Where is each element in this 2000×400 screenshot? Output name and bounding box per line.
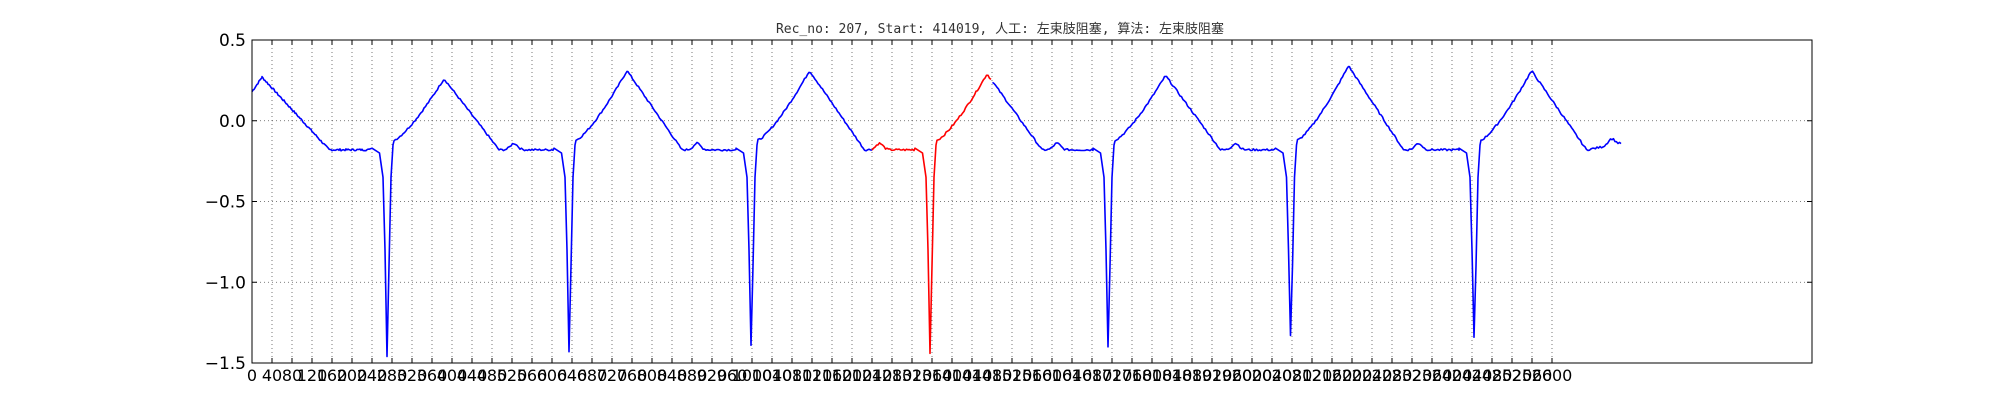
x-tick-label: 440 <box>457 366 488 385</box>
x-tick-label: 280 <box>377 366 408 385</box>
x-tick-label: 1080 <box>772 366 813 385</box>
x-tick-label: 920 <box>697 366 728 385</box>
x-tick-label: 1600 <box>1032 366 1073 385</box>
x-tick-label: 480 <box>477 366 508 385</box>
x-tick-label: 2440 <box>1452 366 1493 385</box>
x-tick-label: 1280 <box>872 366 913 385</box>
x-tick-label: 1440 <box>952 366 993 385</box>
x-tick-label: 960 <box>717 366 748 385</box>
x-tick-label: 1920 <box>1192 366 1233 385</box>
x-tick-label: 1680 <box>1072 366 1113 385</box>
x-tick-label: 1240 <box>852 366 893 385</box>
x-tick-label: 560 <box>517 366 548 385</box>
x-tick-label: 40 <box>262 366 282 385</box>
x-tick-label: 760 <box>617 366 648 385</box>
x-tick-label: 1320 <box>892 366 933 385</box>
x-tick-label: 800 <box>637 366 668 385</box>
x-tick-label: 2320 <box>1392 366 1433 385</box>
y-axis: −1.5 −1.0 −0.5 0.0 0.5 <box>205 31 1812 374</box>
y-tick-label: −1.5 <box>205 354 246 374</box>
x-tick-label: 2600 <box>1532 366 1573 385</box>
x-axis: 0 40 8012016020024028032036040044048052056… <box>247 40 1572 385</box>
y-tick-label: 0.0 <box>219 112 246 132</box>
x-tick-label: 680 <box>577 366 608 385</box>
ecg-highlight-line <box>871 74 992 355</box>
x-tick-label: 1760 <box>1112 366 1153 385</box>
y-tick-label: −0.5 <box>205 193 246 213</box>
x-tick-label: 2080 <box>1272 366 1313 385</box>
x-tick-label: 1520 <box>992 366 1033 385</box>
x-tick-label: 1160 <box>812 366 853 385</box>
x-tick-label: 2280 <box>1372 366 1413 385</box>
x-tick-label: 2200 <box>1332 366 1373 385</box>
x-tick-label: 880 <box>677 366 708 385</box>
x-tick-label: 2000 <box>1232 366 1273 385</box>
x-tick-label: 400 <box>437 366 468 385</box>
x-tick-label: 1800 <box>1132 366 1173 385</box>
x-tick-label: 2400 <box>1432 366 1473 385</box>
x-tick-label: 1880 <box>1172 366 1213 385</box>
ecg-series-line <box>251 70 873 358</box>
grid-lines <box>252 40 1812 363</box>
x-tick-label: 200 <box>337 366 368 385</box>
x-tick-label: 1040 <box>752 366 793 385</box>
x-tick-label: 160 <box>317 366 348 385</box>
x-tick-label: 2480 <box>1472 366 1513 385</box>
x-tick-label: 240 <box>357 366 388 385</box>
x-tick-label: 1360 <box>912 366 953 385</box>
x-tick-label: 1960 <box>1212 366 1253 385</box>
x-tick-label: 360 <box>417 366 448 385</box>
x-tick-label: 1120 <box>792 366 833 385</box>
x-tick-label: 1480 <box>972 366 1013 385</box>
ecg-series-line <box>992 65 1622 348</box>
x-tick-label: 1400 <box>932 366 973 385</box>
x-tick-label: 1560 <box>1012 366 1053 385</box>
x-tick-label: 120 <box>297 366 328 385</box>
chart-title: Rec_no: 207, Start: 414019, 人工: 左束肢阻塞, 算… <box>775 22 1225 37</box>
x-tick-label: 1000 <box>732 366 773 385</box>
x-tick-label: 720 <box>597 366 628 385</box>
x-tick-label: 2160 <box>1312 366 1353 385</box>
x-tick-label: 0 <box>247 366 257 385</box>
y-tick-label: −1.0 <box>205 273 246 293</box>
x-tick-label: 320 <box>397 366 428 385</box>
x-tick-label: 840 <box>657 366 688 385</box>
x-tick-label: 2120 <box>1292 366 1333 385</box>
x-tick-label: 80 <box>282 366 302 385</box>
x-tick-label: 2040 <box>1252 366 1293 385</box>
x-tick-label: 2520 <box>1492 366 1533 385</box>
x-tick-label: 520 <box>497 366 528 385</box>
x-tick-label: 640 <box>557 366 588 385</box>
x-tick-label: 1640 <box>1052 366 1093 385</box>
x-tick-label: 1720 <box>1092 366 1133 385</box>
x-tick-label: 600 <box>537 366 568 385</box>
x-tick-label: 2360 <box>1412 366 1453 385</box>
x-tick-label: 1200 <box>832 366 873 385</box>
series-layer <box>251 65 1622 358</box>
x-tick-label: 1840 <box>1152 366 1193 385</box>
x-tick-label: 2560 <box>1512 366 1553 385</box>
y-tick-label: 0.5 <box>219 31 246 51</box>
x-tick-label: 2240 <box>1352 366 1393 385</box>
